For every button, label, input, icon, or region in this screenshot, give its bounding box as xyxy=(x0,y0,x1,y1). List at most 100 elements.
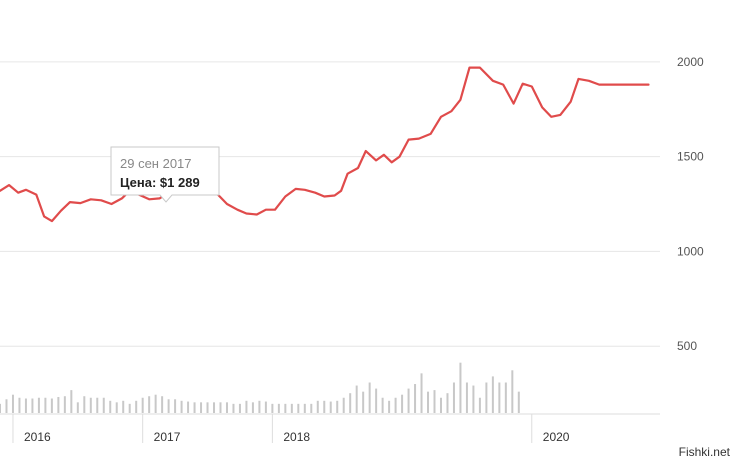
tooltip-date: 29 сен 2017 xyxy=(120,156,192,171)
volume-bar xyxy=(498,382,501,413)
price-tooltip: 29 сен 2017 Цена: $1 289 xyxy=(110,146,220,203)
tooltip-box xyxy=(110,146,220,203)
volume-bar xyxy=(219,402,222,413)
volume-bar xyxy=(44,397,47,413)
volume-bar xyxy=(277,403,280,413)
volume-bar xyxy=(427,391,430,413)
x-tick-label: 2016 xyxy=(24,430,51,444)
volume-bar xyxy=(18,397,21,413)
volume-bar xyxy=(329,401,332,413)
volume-bar xyxy=(174,399,177,413)
volume-bar xyxy=(446,393,449,413)
volume-bar xyxy=(63,396,66,413)
volume-bar xyxy=(504,382,507,413)
volume-bar xyxy=(401,394,404,413)
volume-bar xyxy=(511,370,514,413)
volume-bar xyxy=(459,362,462,413)
x-tick-label: 2020 xyxy=(543,430,570,444)
volume-bar xyxy=(238,403,241,413)
volume-bar xyxy=(187,401,190,413)
volume-bar xyxy=(381,397,384,413)
volume-bar xyxy=(310,403,313,413)
volume-bar xyxy=(122,400,125,413)
volume-bars xyxy=(0,362,520,413)
volume-bar xyxy=(251,402,254,413)
volume-bar xyxy=(200,402,203,413)
volume-bar xyxy=(290,403,293,413)
volume-bar xyxy=(342,397,345,413)
volume-bar xyxy=(31,398,34,413)
volume-bar xyxy=(336,400,339,413)
volume-bar xyxy=(11,394,14,413)
x-tick-label: 2018 xyxy=(283,430,310,444)
x-tick-label: 2017 xyxy=(154,430,181,444)
volume-bar xyxy=(161,396,164,413)
volume-bar xyxy=(193,402,196,413)
volume-bar xyxy=(50,398,53,413)
volume-bar xyxy=(148,396,151,413)
grid-lines xyxy=(0,61,660,415)
volume-bar xyxy=(206,402,209,413)
volume-bar xyxy=(323,400,326,413)
volume-bar xyxy=(478,397,481,413)
volume-bar xyxy=(135,400,138,413)
volume-bar xyxy=(225,402,228,413)
y-tick-label: 500 xyxy=(677,339,697,353)
volume-bar xyxy=(420,373,423,413)
volume-bar xyxy=(83,396,86,413)
volume-bar xyxy=(264,401,267,413)
volume-bar xyxy=(128,403,131,413)
volume-bar xyxy=(388,400,391,413)
volume-bar xyxy=(407,388,410,413)
volume-bar xyxy=(368,382,371,413)
volume-bar xyxy=(394,397,397,413)
volume-bar xyxy=(245,400,248,413)
volume-bar xyxy=(89,397,92,413)
volume-bar xyxy=(414,384,417,413)
y-tick-label: 1000 xyxy=(677,244,704,258)
volume-bar xyxy=(284,403,287,413)
volume-bar xyxy=(37,397,40,413)
volume-bar xyxy=(154,394,157,413)
volume-bar xyxy=(472,385,475,413)
volume-bar xyxy=(452,382,455,413)
volume-bar xyxy=(167,399,170,413)
price-line xyxy=(0,66,650,223)
watermark-text: Fishki.net xyxy=(679,445,731,459)
volume-bar xyxy=(102,397,105,413)
volume-bar xyxy=(24,398,27,413)
volume-bar xyxy=(297,403,300,413)
price-series-line xyxy=(0,66,650,223)
volume-bar xyxy=(303,403,306,413)
volume-bar xyxy=(316,400,319,413)
volume-bar xyxy=(258,400,261,413)
volume-bar xyxy=(109,400,112,413)
volume-bar xyxy=(232,403,235,413)
volume-bar xyxy=(517,391,520,413)
volume-bar xyxy=(180,400,183,413)
x-axis-ticks: 2016 2017 2018 2020 xyxy=(12,414,570,444)
volume-bar xyxy=(76,402,79,413)
volume-bar xyxy=(349,393,352,413)
volume-bar xyxy=(362,391,365,413)
volume-bar xyxy=(213,402,216,413)
y-axis-ticks: 500 1000 1500 2000 xyxy=(677,55,704,353)
volume-bar xyxy=(485,382,488,413)
volume-bar xyxy=(375,388,378,413)
volume-bar xyxy=(271,403,274,413)
volume-bar xyxy=(70,390,73,413)
volume-bar xyxy=(433,390,436,413)
volume-bar xyxy=(115,402,118,413)
volume-bar xyxy=(141,397,144,413)
volume-bar xyxy=(491,376,494,413)
volume-bar xyxy=(96,397,99,413)
volume-bar xyxy=(0,403,1,413)
volume-bar xyxy=(57,396,60,413)
volume-bar xyxy=(5,399,8,413)
tooltip-price: Цена: $1 289 xyxy=(120,175,200,190)
y-tick-label: 1500 xyxy=(677,150,704,164)
volume-bar xyxy=(439,397,442,413)
y-tick-label: 2000 xyxy=(677,55,704,69)
volume-bar xyxy=(355,385,358,413)
